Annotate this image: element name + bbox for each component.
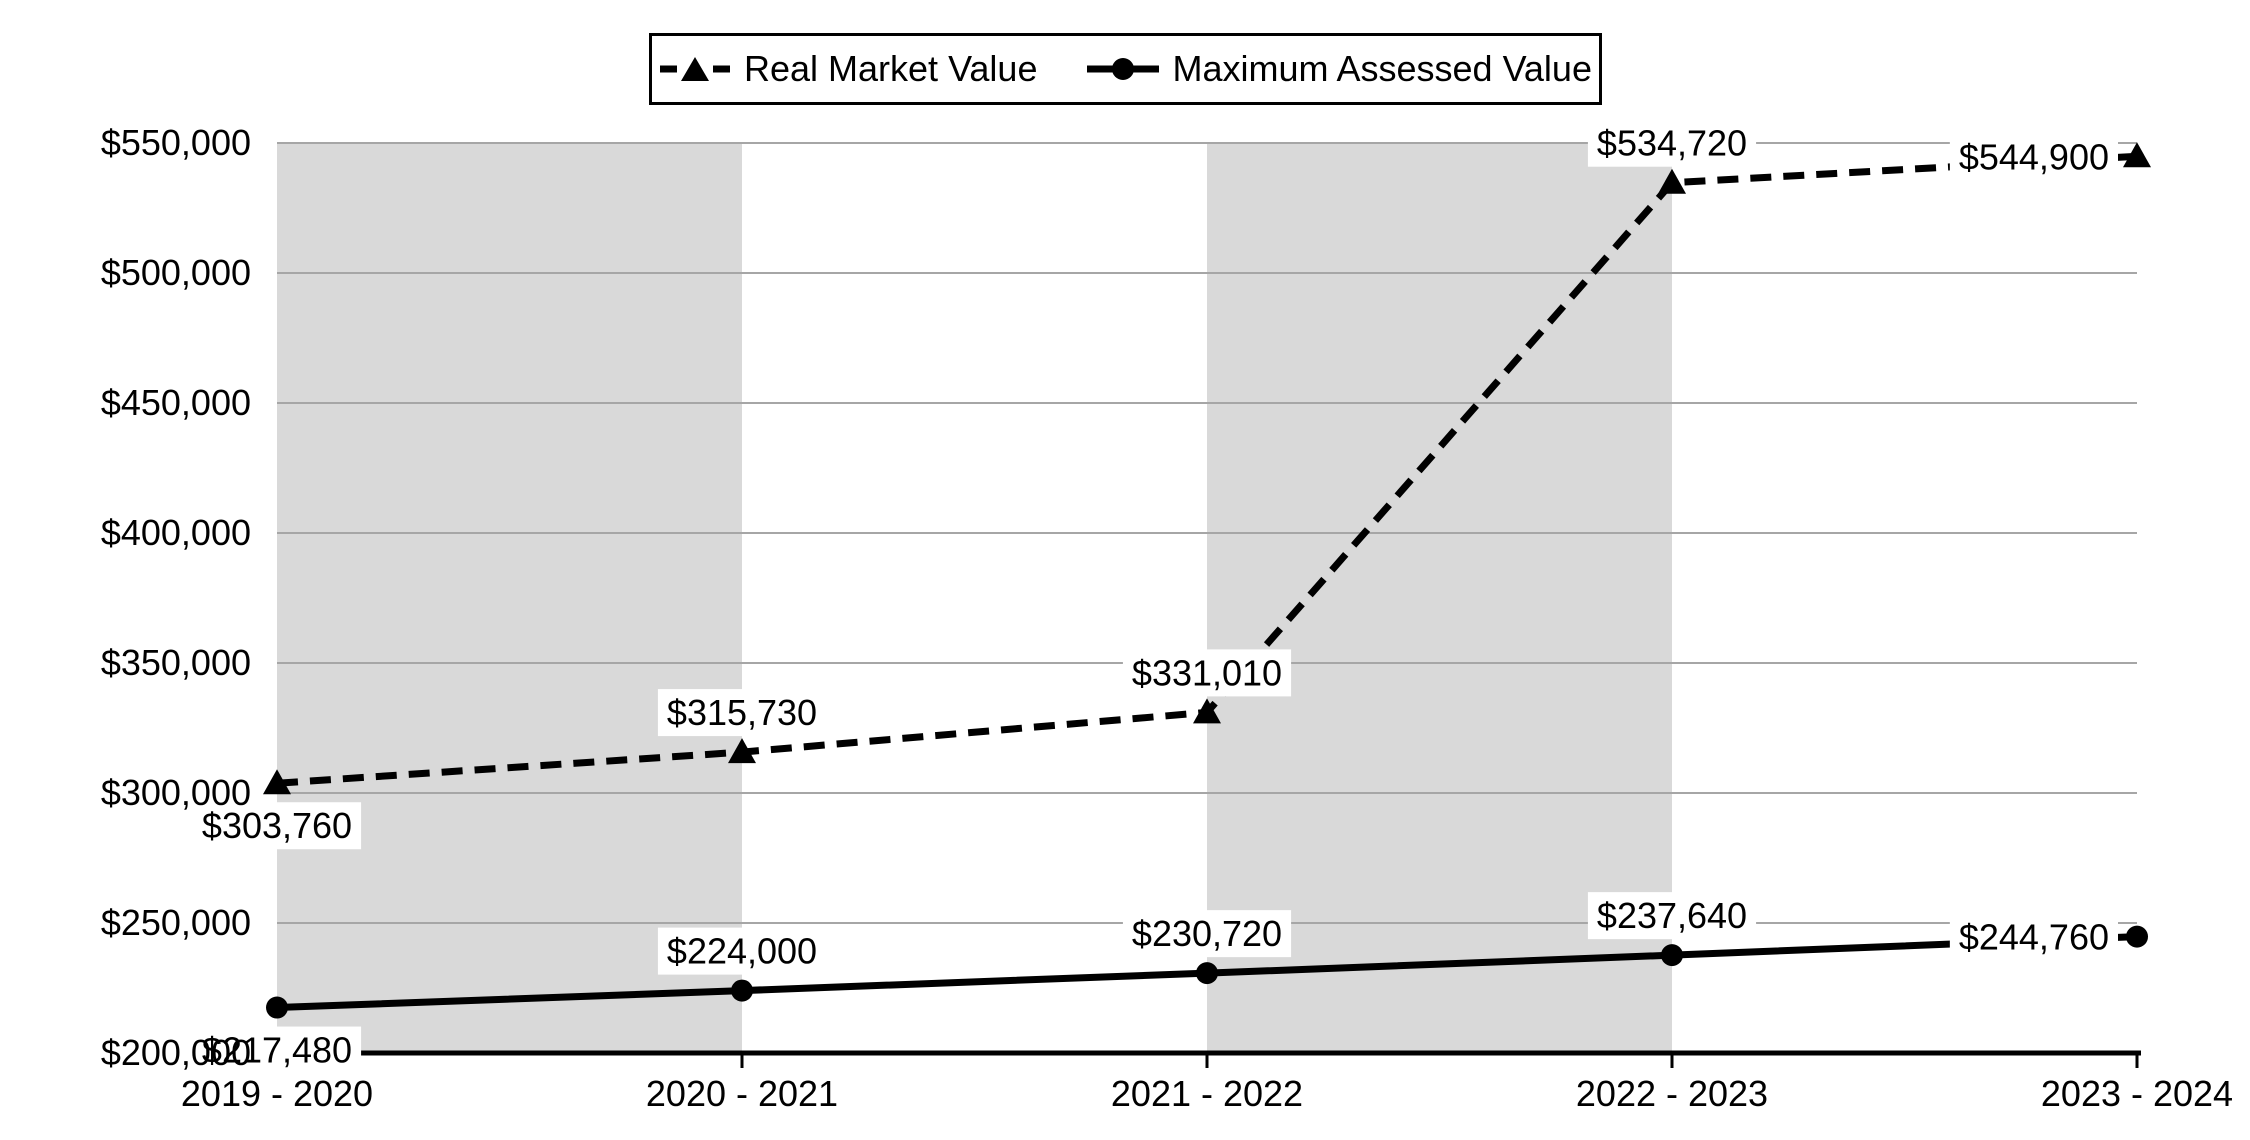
data-point-triangle-real-market-value bbox=[1193, 698, 1221, 724]
data-point-circle-maximum-assessed-value bbox=[1661, 944, 1683, 967]
data-label-maximum-assessed-value: $237,640 bbox=[1597, 895, 1747, 936]
y-axis-label: $250,000 bbox=[101, 902, 251, 943]
x-axis-label: 2019 - 2020 bbox=[181, 1073, 373, 1114]
legend-entry-maximum-assessed-value: Maximum Assessed Value bbox=[1087, 48, 1592, 90]
y-axis-label: $550,000 bbox=[101, 122, 251, 163]
data-label-bg-maximum-assessed-value bbox=[1949, 913, 2118, 961]
x-axis-label: 2022 - 2023 bbox=[1576, 1073, 1768, 1114]
data-label-maximum-assessed-value: $217,480 bbox=[202, 1030, 352, 1071]
data-point-triangle-real-market-value bbox=[2123, 142, 2151, 168]
data-label-bg-maximum-assessed-value bbox=[192, 1026, 362, 1074]
legend-label-maximum-assessed-value: Maximum Assessed Value bbox=[1172, 48, 1592, 89]
data-label-bg-maximum-assessed-value bbox=[1122, 910, 1292, 958]
data-label-maximum-assessed-value: $224,000 bbox=[667, 931, 817, 972]
y-axis-label: $300,000 bbox=[101, 772, 251, 813]
plot-band bbox=[277, 143, 742, 1053]
y-axis-label: $450,000 bbox=[101, 382, 251, 423]
data-label-bg-real-market-value bbox=[657, 689, 827, 737]
data-point-triangle-real-market-value bbox=[728, 738, 756, 764]
data-label-bg-real-market-value bbox=[192, 802, 362, 850]
data-point-triangle-real-market-value bbox=[1658, 168, 1686, 194]
data-point-circle-maximum-assessed-value bbox=[1196, 962, 1218, 985]
legend: Real Market Value Maximum Assessed Value bbox=[649, 33, 1602, 105]
legend-entry-real-market-value: Real Market Value bbox=[659, 48, 1037, 90]
data-label-bg-real-market-value bbox=[1949, 133, 2118, 181]
x-axis-label: 2021 - 2022 bbox=[1111, 1073, 1303, 1114]
dashed-line-triangle-marker-icon bbox=[660, 57, 730, 81]
data-point-circle-maximum-assessed-value bbox=[266, 996, 288, 1019]
solid-line-circle-marker-icon bbox=[1087, 58, 1160, 80]
data-label-real-market-value: $534,720 bbox=[1597, 123, 1747, 164]
data-label-real-market-value: $331,010 bbox=[1132, 652, 1282, 693]
data-label-real-market-value: $315,730 bbox=[667, 692, 817, 733]
x-axis-label: 2020 - 2021 bbox=[646, 1073, 838, 1114]
y-axis-label: $350,000 bbox=[101, 642, 251, 683]
data-label-maximum-assessed-value: $244,760 bbox=[1959, 917, 2109, 958]
data-point-triangle-real-market-value bbox=[263, 769, 291, 795]
data-label-bg-maximum-assessed-value bbox=[1587, 892, 1757, 940]
y-axis-label: $500,000 bbox=[101, 252, 251, 293]
legend-label-real-market-value: Real Market Value bbox=[744, 48, 1038, 89]
data-label-real-market-value: $544,900 bbox=[1959, 136, 2109, 177]
data-label-real-market-value: $303,760 bbox=[202, 805, 352, 846]
data-label-bg-real-market-value bbox=[1122, 649, 1292, 697]
y-axis-label: $400,000 bbox=[101, 512, 251, 553]
data-label-bg-maximum-assessed-value bbox=[657, 927, 827, 975]
data-point-circle-maximum-assessed-value bbox=[731, 979, 753, 1002]
data-label-maximum-assessed-value: $230,720 bbox=[1132, 913, 1282, 954]
data-label-bg-real-market-value bbox=[1587, 119, 1757, 167]
x-axis-label: 2023 - 2024 bbox=[2041, 1073, 2233, 1114]
data-point-circle-maximum-assessed-value bbox=[2126, 925, 2148, 948]
y-axis-label: $200,000 bbox=[101, 1032, 251, 1073]
